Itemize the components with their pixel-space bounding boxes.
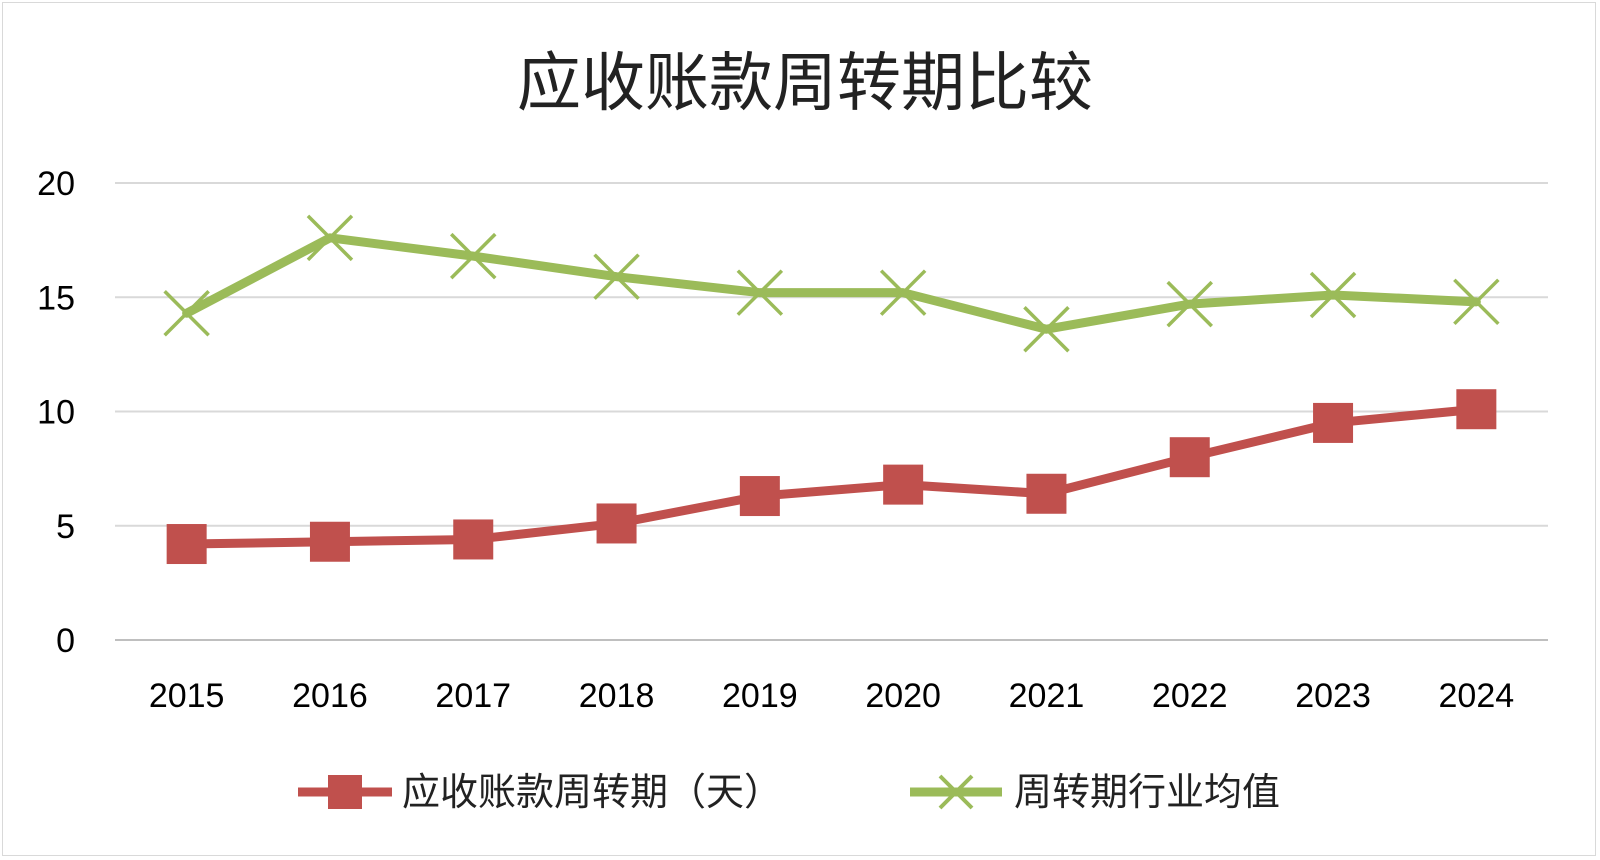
data-point-2018[interactable] — [596, 503, 637, 544]
data-point-2019[interactable] — [739, 476, 780, 517]
grid-lines — [115, 182, 1548, 641]
x-tick-label: 2024 — [1439, 677, 1515, 715]
data-point-2021[interactable] — [1026, 473, 1067, 514]
x-tick-label: 2018 — [579, 677, 655, 715]
data-point-2023[interactable] — [1309, 271, 1357, 319]
data-point-2015[interactable] — [163, 290, 210, 337]
series-1-line — [182, 404, 1481, 549]
y-tick-label: 0 — [56, 622, 75, 660]
y-tick-label: 15 — [37, 279, 75, 317]
x-tick-label: 2021 — [1009, 677, 1085, 715]
data-point-2022[interactable] — [1166, 280, 1213, 328]
x-axis-ticks: 2015 2016 2017 2018 2019 2020 2021 2022 2023 2024 — [149, 677, 1514, 715]
x-tick-label: 2017 — [435, 677, 511, 715]
data-point-2019[interactable] — [736, 269, 784, 316]
x-tick-label: 2015 — [149, 677, 225, 715]
data-point-2024[interactable] — [1456, 389, 1497, 430]
data-point-2018[interactable] — [593, 253, 640, 300]
data-point-2015[interactable] — [166, 524, 207, 565]
legend-x-marker-icon — [938, 774, 974, 810]
data-point-2024[interactable] — [1453, 278, 1500, 326]
data-point-2016[interactable] — [306, 214, 354, 262]
series-1 — [166, 389, 1497, 565]
legend-label-series-1: 应收账款周转期（天） — [402, 770, 782, 814]
y-tick-label: 10 — [37, 394, 75, 432]
legend: 应收账款周转期（天） 周转期行业均值 — [298, 770, 1280, 814]
series-2 — [163, 214, 1500, 353]
x-tick-label: 2022 — [1152, 677, 1228, 715]
data-point-2016[interactable] — [309, 521, 350, 562]
chart-title: 应收账款周转期比较 — [517, 47, 1093, 121]
data-point-2020[interactable] — [883, 464, 924, 505]
legend-item-series-2[interactable]: 周转期行业均值 — [910, 770, 1280, 814]
x-tick-label: 2020 — [865, 677, 941, 715]
x-tick-label: 2019 — [722, 677, 798, 715]
y-tick-label: 5 — [56, 508, 75, 546]
data-point-2017[interactable] — [450, 232, 497, 280]
x-tick-label: 2023 — [1295, 677, 1371, 715]
legend-square-marker-icon — [328, 775, 362, 809]
x-tick-label: 2016 — [292, 677, 368, 715]
y-axis-ticks: 0 5 10 15 20 — [37, 165, 75, 660]
y-tick-label: 20 — [37, 165, 75, 203]
data-point-2022[interactable] — [1169, 437, 1210, 478]
data-point-2021[interactable] — [1023, 306, 1070, 353]
series-2-line — [182, 233, 1481, 334]
legend-label-series-2: 周转期行业均值 — [1014, 770, 1280, 814]
data-point-2020[interactable] — [879, 269, 927, 316]
data-point-2023[interactable] — [1313, 402, 1354, 443]
series-layer — [163, 214, 1500, 565]
legend-item-series-1[interactable]: 应收账款周转期（天） — [298, 770, 782, 814]
data-point-2017[interactable] — [453, 519, 494, 560]
